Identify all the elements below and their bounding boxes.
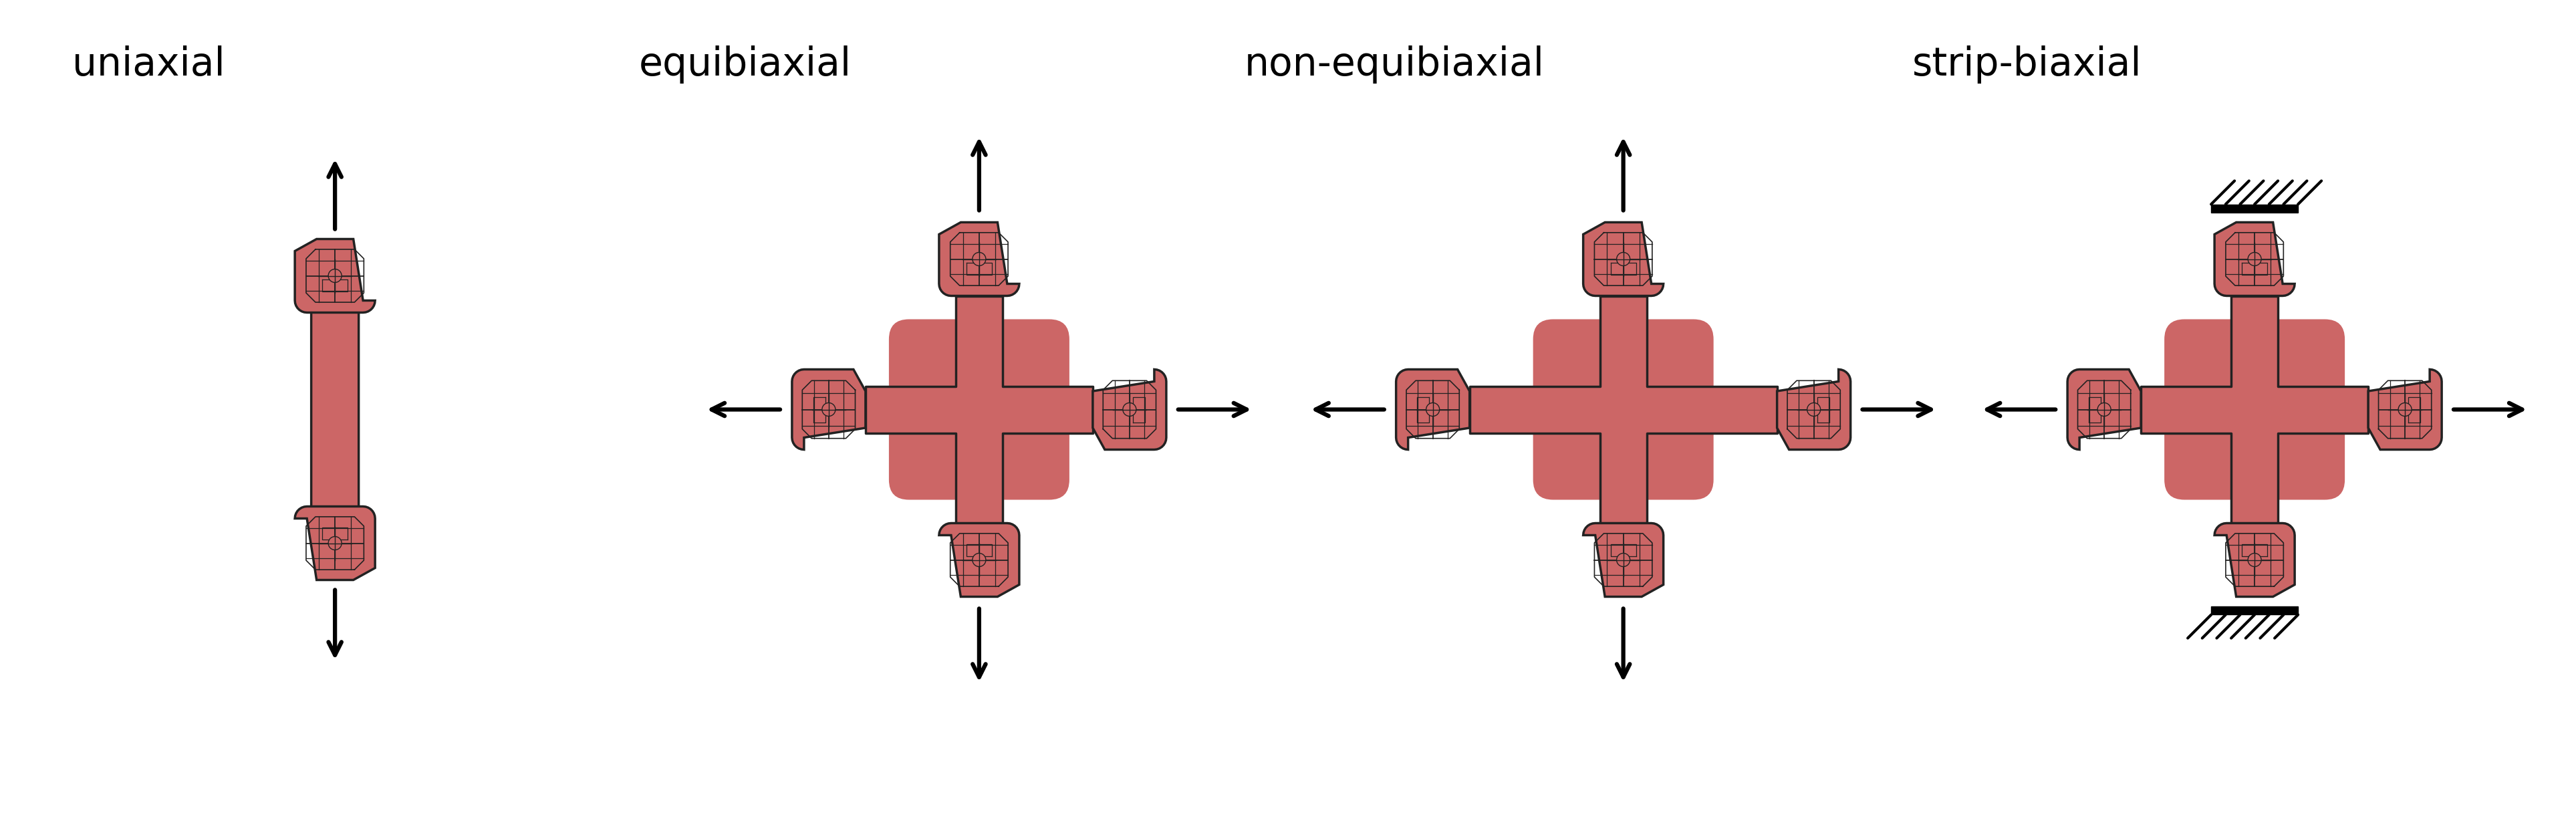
FancyBboxPatch shape	[312, 297, 358, 522]
Polygon shape	[2213, 523, 2295, 597]
Circle shape	[1806, 403, 1821, 416]
FancyBboxPatch shape	[889, 319, 1069, 500]
Circle shape	[327, 269, 343, 283]
Circle shape	[2246, 554, 2262, 567]
Bar	[866, 386, 1092, 433]
Polygon shape	[1396, 369, 1468, 450]
Polygon shape	[938, 523, 1020, 597]
Bar	[2210, 607, 2298, 615]
Polygon shape	[294, 239, 376, 313]
Circle shape	[1425, 403, 1440, 416]
Bar	[2210, 204, 2298, 212]
FancyBboxPatch shape	[2164, 319, 2344, 500]
Bar	[956, 296, 1002, 523]
Circle shape	[1615, 554, 1631, 567]
Circle shape	[2097, 403, 2110, 416]
Polygon shape	[2367, 369, 2442, 450]
Bar	[1600, 296, 1646, 523]
Circle shape	[971, 554, 987, 567]
Bar	[2141, 386, 2367, 433]
FancyBboxPatch shape	[1533, 319, 1713, 500]
Circle shape	[971, 252, 987, 265]
Polygon shape	[1092, 369, 1167, 450]
Text: equibiaxial: equibiaxial	[639, 46, 853, 84]
Polygon shape	[2213, 222, 2295, 296]
Circle shape	[2398, 403, 2411, 416]
Circle shape	[1615, 252, 1631, 265]
Polygon shape	[294, 506, 376, 580]
Circle shape	[327, 536, 343, 550]
Text: non-equibiaxial: non-equibiaxial	[1244, 46, 1543, 84]
Circle shape	[1123, 403, 1136, 416]
Text: uniaxial: uniaxial	[72, 46, 224, 84]
Polygon shape	[1777, 369, 1850, 450]
Polygon shape	[791, 369, 866, 450]
Polygon shape	[2066, 369, 2141, 450]
Bar	[1468, 386, 1777, 433]
Text: strip-biaxial: strip-biaxial	[1911, 46, 2141, 84]
Polygon shape	[1582, 222, 1664, 296]
Polygon shape	[1582, 523, 1664, 597]
Circle shape	[2246, 252, 2262, 265]
Circle shape	[822, 403, 835, 416]
Bar	[2231, 296, 2277, 523]
Polygon shape	[938, 222, 1020, 296]
